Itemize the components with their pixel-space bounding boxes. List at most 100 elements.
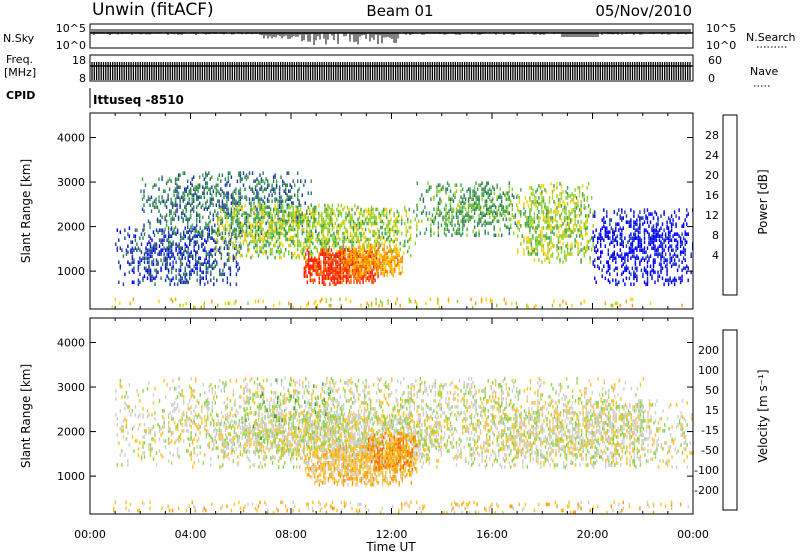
data-cell xyxy=(454,191,456,195)
data-cell xyxy=(259,181,261,185)
data-cell xyxy=(634,256,637,260)
data-cell xyxy=(179,258,182,262)
data-cell xyxy=(262,179,264,183)
data-cell xyxy=(285,187,287,191)
data-cell xyxy=(297,221,299,226)
data-cell xyxy=(401,231,403,236)
data-cell xyxy=(175,242,177,246)
data-cell xyxy=(215,245,217,250)
data-cell xyxy=(283,233,285,238)
data-cell xyxy=(289,189,291,193)
data-cell xyxy=(312,209,314,214)
data-cell xyxy=(559,240,561,244)
data-cell xyxy=(297,225,299,230)
data-cell xyxy=(580,242,582,246)
data-cell xyxy=(164,256,167,260)
data-cell xyxy=(556,194,558,198)
data-cell xyxy=(551,242,554,246)
data-cell xyxy=(161,242,164,246)
data-cell xyxy=(272,233,275,238)
data-cell xyxy=(606,210,608,214)
data-cell xyxy=(389,209,391,214)
data-cell xyxy=(308,260,310,264)
data-cell xyxy=(305,260,307,264)
data-cell xyxy=(190,203,192,207)
data-cell xyxy=(251,223,254,228)
data-cell xyxy=(574,210,576,214)
data-cell xyxy=(333,245,335,250)
data-cell xyxy=(309,225,311,230)
data-cell xyxy=(263,231,266,236)
data-cell xyxy=(639,236,641,240)
data-cell xyxy=(354,260,357,264)
data-cell xyxy=(374,245,376,250)
data-cell xyxy=(343,221,346,226)
data-cell xyxy=(179,238,182,242)
data-cell xyxy=(143,193,145,197)
data-cell xyxy=(146,242,149,246)
data-cell xyxy=(518,222,520,226)
data-cell xyxy=(340,223,343,228)
data-cell xyxy=(199,233,201,238)
data-cell xyxy=(338,254,340,258)
data-cell xyxy=(478,229,480,234)
data-cell xyxy=(342,231,344,236)
data-cell xyxy=(334,235,337,240)
data-cell xyxy=(327,227,329,232)
data-cell xyxy=(449,203,452,207)
data-cell xyxy=(661,254,664,258)
data-cell xyxy=(259,225,261,230)
data-cell xyxy=(159,219,162,224)
data-cell xyxy=(329,282,331,287)
data-cell xyxy=(520,212,522,216)
data-cell xyxy=(122,254,125,258)
data-cell xyxy=(187,193,189,197)
data-cell xyxy=(170,234,173,238)
data-cell xyxy=(607,230,609,234)
data-cell xyxy=(330,221,332,226)
data-cell xyxy=(640,242,643,246)
data-cell xyxy=(404,221,406,226)
data-cell xyxy=(551,230,554,234)
data-cell xyxy=(288,227,290,232)
data-cell xyxy=(184,256,186,260)
data-cell xyxy=(283,209,285,214)
data-cell xyxy=(235,253,237,258)
data-cell xyxy=(146,256,149,260)
data-cell xyxy=(445,233,447,238)
data-cell xyxy=(628,238,631,242)
data-cell xyxy=(131,240,134,244)
data-cell xyxy=(221,199,224,203)
data-cell xyxy=(181,211,183,215)
data-cell xyxy=(487,211,489,215)
data-cell xyxy=(301,221,303,226)
data-cell xyxy=(196,266,198,271)
data-cell xyxy=(170,278,173,283)
data-cell xyxy=(556,206,558,210)
data-cell xyxy=(630,272,632,277)
data-cell xyxy=(360,231,362,236)
data-cell xyxy=(517,220,519,224)
data-cell xyxy=(167,236,170,240)
data-cell xyxy=(251,229,254,234)
data-cell xyxy=(628,234,631,238)
data-cell xyxy=(259,221,261,226)
data-cell xyxy=(166,248,168,252)
data-cell xyxy=(171,231,174,236)
data-cell xyxy=(336,266,339,271)
data-cell xyxy=(221,201,224,205)
data-cell xyxy=(227,215,230,220)
data-cell xyxy=(309,219,311,224)
data-cell xyxy=(583,252,585,256)
data-cell xyxy=(202,185,204,189)
data-cell xyxy=(547,206,549,210)
data-cell xyxy=(292,217,294,222)
data-cell xyxy=(191,193,193,197)
data-cell xyxy=(536,188,539,192)
data-cell xyxy=(217,183,219,187)
data-cell xyxy=(637,240,640,244)
data-cell xyxy=(489,215,491,220)
data-cell xyxy=(173,217,175,222)
data-cell xyxy=(342,247,344,252)
data-cell xyxy=(265,233,267,238)
